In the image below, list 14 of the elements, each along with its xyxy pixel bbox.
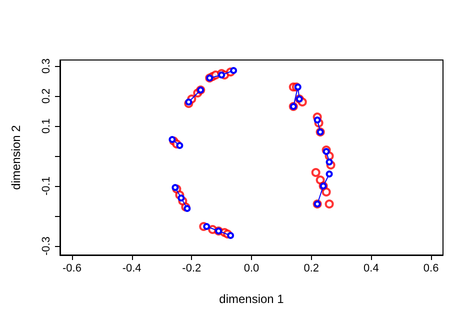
x-tick-label: -0.6	[62, 262, 82, 274]
y-tick-label: 0.3	[40, 58, 52, 74]
x-axis-title: dimension 1	[219, 292, 284, 306]
x-tick-label: 0.6	[423, 262, 439, 274]
x-tick-label: 0.4	[364, 262, 379, 274]
x-tick-label: -0.4	[122, 262, 142, 274]
x-tick-label: 0.2	[304, 262, 319, 274]
y-axis-title: dimension 2	[9, 124, 23, 190]
y-tick-label: -0.1	[40, 176, 52, 196]
y-tick-label: 0.1	[40, 118, 52, 134]
x-tick-label: 0.0	[244, 262, 260, 274]
y-tick-label: 0.2	[40, 88, 52, 104]
x-tick-label: -0.2	[182, 262, 202, 274]
y-tick-label: -0.3	[40, 236, 52, 256]
